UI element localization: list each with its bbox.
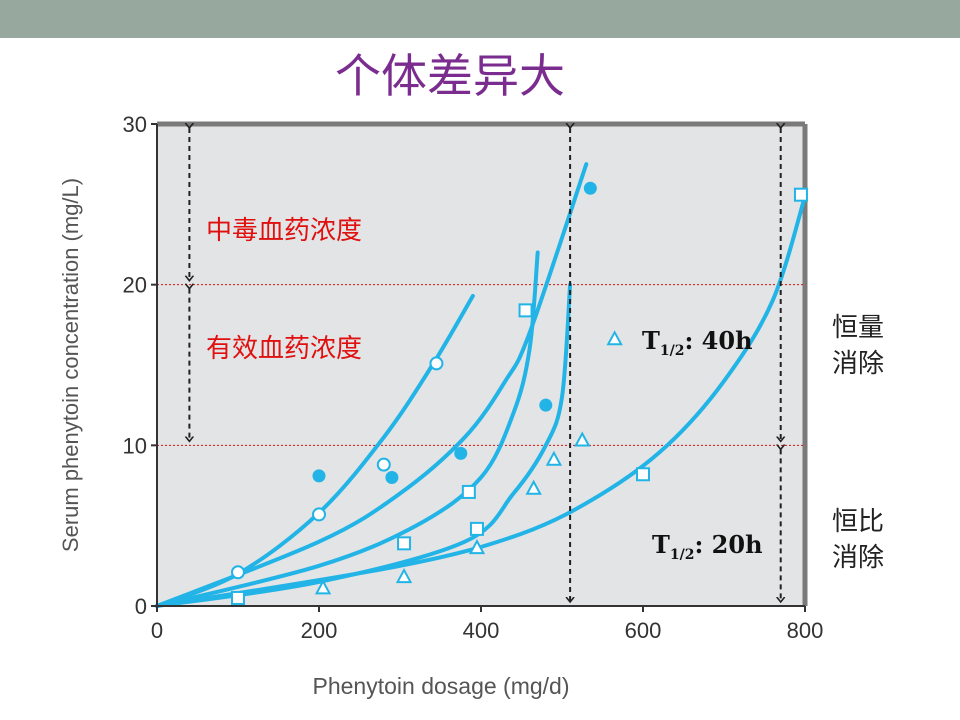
filled-circle-point xyxy=(539,398,553,412)
open-circle-point xyxy=(231,565,245,580)
y-axis-title: Serum phenytoin concentration (mg/L) xyxy=(58,178,83,552)
open-circle-point xyxy=(312,507,326,522)
t-half-40h-label: T1/2: 40h xyxy=(642,326,753,359)
filled-circle-point xyxy=(312,469,326,483)
toxic-concentration-label: 中毒血药浓度 xyxy=(206,216,363,246)
open-square-point xyxy=(461,484,476,499)
open-square-point xyxy=(518,303,533,318)
y-tick-label: 0 xyxy=(135,594,147,619)
dose-response-curve-4 xyxy=(155,282,573,608)
effective-concentration-label: 有效血药浓度 xyxy=(206,334,363,364)
dose-response-curve-5 xyxy=(155,194,807,608)
y-tick-label: 20 xyxy=(123,273,147,298)
x-tick-label: 400 xyxy=(463,618,500,643)
open-square-point xyxy=(469,521,484,536)
filled-circle-point xyxy=(583,181,597,195)
zero-order-elimination-label: 恒量 消除 xyxy=(832,313,885,379)
t-half-20h-label: T1/2: 20h xyxy=(652,530,763,563)
x-tick-label: 200 xyxy=(301,618,338,643)
x-tick-label: 0 xyxy=(151,618,163,643)
open-triangle-point xyxy=(525,479,542,495)
x-axis-title: Phenytoin dosage (mg/d) xyxy=(313,673,570,699)
open-triangle-point xyxy=(314,579,332,595)
header-bar xyxy=(0,0,960,38)
open-triangle-point xyxy=(574,431,591,447)
x-tick-label: 600 xyxy=(625,618,662,643)
open-triangle-point xyxy=(468,539,486,555)
filled-circle-point xyxy=(454,446,468,460)
dose-response-curve-2 xyxy=(155,162,589,608)
open-square-point xyxy=(397,536,412,551)
open-circle-point xyxy=(376,457,391,472)
filled-circle-point xyxy=(385,470,399,484)
open-triangle-point xyxy=(545,450,563,466)
y-tick-label: 10 xyxy=(123,433,147,458)
first-order-elimination-label: 恒比 消除 xyxy=(832,507,885,573)
open-square-point xyxy=(636,467,650,482)
y-tick-label: 30 xyxy=(123,112,147,137)
open-triangle-point xyxy=(606,330,623,346)
open-triangle-point xyxy=(395,567,413,584)
slide-title: 个体差异大 xyxy=(335,49,565,103)
open-square-point xyxy=(793,187,808,202)
open-square-point xyxy=(231,590,245,605)
x-tick-label: 800 xyxy=(787,618,824,643)
open-circle-point xyxy=(429,356,444,371)
